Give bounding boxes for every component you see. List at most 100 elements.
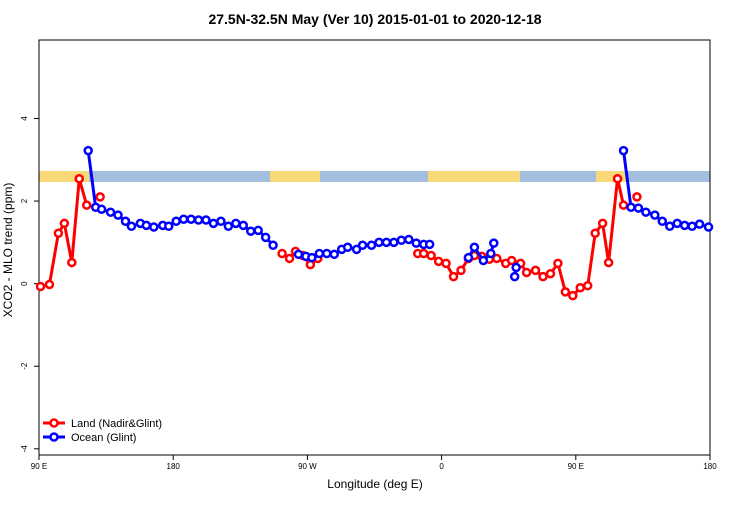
data-point	[113, 210, 123, 220]
data-point	[208, 218, 219, 229]
data-point	[284, 253, 295, 264]
legend-label: Ocean (Glint)	[71, 432, 136, 444]
data-point	[260, 232, 271, 243]
data-point	[231, 218, 241, 229]
data-point	[506, 255, 517, 266]
data-point	[703, 222, 714, 232]
y-tick-label: -4	[20, 445, 29, 453]
data-point	[426, 250, 436, 261]
data-point	[120, 216, 131, 227]
data-point	[201, 215, 211, 225]
data-point	[105, 207, 116, 217]
data-point	[238, 220, 249, 231]
data-point	[687, 221, 697, 231]
data-point	[463, 252, 474, 263]
data-point	[411, 238, 422, 248]
data-point	[424, 239, 435, 250]
data-point	[53, 228, 64, 239]
data-point	[597, 218, 608, 229]
data-point	[478, 255, 489, 266]
data-point	[553, 258, 563, 269]
y-axis-label: XCO2 - MLO trend (ppm)	[1, 183, 15, 318]
data-point	[307, 252, 317, 263]
data-point	[245, 226, 256, 236]
data-point	[612, 173, 623, 184]
data-point	[381, 237, 392, 248]
data-point	[469, 242, 480, 253]
data-point	[575, 283, 586, 293]
data-point	[679, 220, 690, 231]
data-point	[141, 220, 152, 231]
data-point	[253, 225, 263, 236]
x-tick-label: 90 W	[298, 462, 317, 471]
x-tick-label: 90 E	[568, 462, 584, 471]
data-point	[83, 145, 93, 156]
data-point	[511, 262, 521, 273]
data-point	[664, 221, 675, 231]
data-point	[67, 257, 77, 268]
data-point	[672, 218, 682, 229]
data-point	[163, 221, 174, 231]
data-point	[633, 203, 644, 213]
x-tick-label: 180	[167, 462, 181, 471]
data-point	[223, 221, 234, 231]
data-point	[632, 192, 642, 202]
data-point	[418, 248, 429, 259]
data-point	[277, 248, 287, 259]
data-point	[618, 200, 629, 210]
data-point	[357, 240, 368, 250]
data-point	[509, 271, 520, 282]
data-point	[568, 290, 578, 301]
data-point	[178, 214, 189, 224]
data-point	[626, 202, 636, 212]
x-tick-label: 90 E	[31, 462, 47, 471]
data-point	[35, 281, 46, 292]
data-point	[351, 244, 362, 255]
y-tick-label: 4	[20, 116, 29, 121]
land-mask-strip	[39, 171, 710, 182]
data-point	[441, 258, 451, 269]
data-point	[293, 249, 304, 260]
data-point	[74, 173, 85, 184]
data-point	[126, 221, 137, 231]
data-point	[486, 248, 496, 259]
x-tick-label: 180	[703, 462, 717, 471]
data-point	[81, 200, 92, 210]
data-point	[314, 248, 325, 259]
data-point	[171, 216, 181, 227]
data-point	[396, 235, 407, 246]
data-point	[456, 265, 466, 276]
data-point	[489, 238, 499, 248]
data-point	[530, 265, 541, 276]
data-point	[492, 253, 502, 264]
data-point	[448, 271, 459, 282]
data-point	[603, 257, 614, 268]
data-point	[650, 210, 660, 220]
legend-label: Land (Nadir&Glint)	[71, 418, 162, 430]
data-point	[186, 214, 196, 224]
data-point	[657, 216, 668, 227]
data-point	[641, 207, 651, 217]
data-point	[560, 287, 571, 297]
data-point	[590, 228, 600, 239]
data-point	[521, 267, 532, 278]
data-point	[404, 234, 414, 245]
data-point	[59, 218, 70, 229]
data-point	[433, 256, 444, 267]
x-axis-label: Longitude (deg E)	[327, 477, 422, 491]
data-point	[149, 222, 159, 232]
data-point	[538, 271, 548, 282]
data-point	[342, 242, 353, 253]
data-point	[374, 237, 384, 248]
data-point	[322, 248, 332, 259]
data-point	[366, 240, 377, 250]
data-point	[96, 204, 107, 215]
y-tick-label: 2	[20, 198, 29, 203]
data-point	[44, 279, 55, 290]
data-point	[618, 145, 629, 156]
data-point	[694, 219, 705, 229]
series-line	[86, 150, 709, 277]
legend-marker	[49, 432, 59, 442]
y-tick-label: 0	[20, 281, 29, 286]
